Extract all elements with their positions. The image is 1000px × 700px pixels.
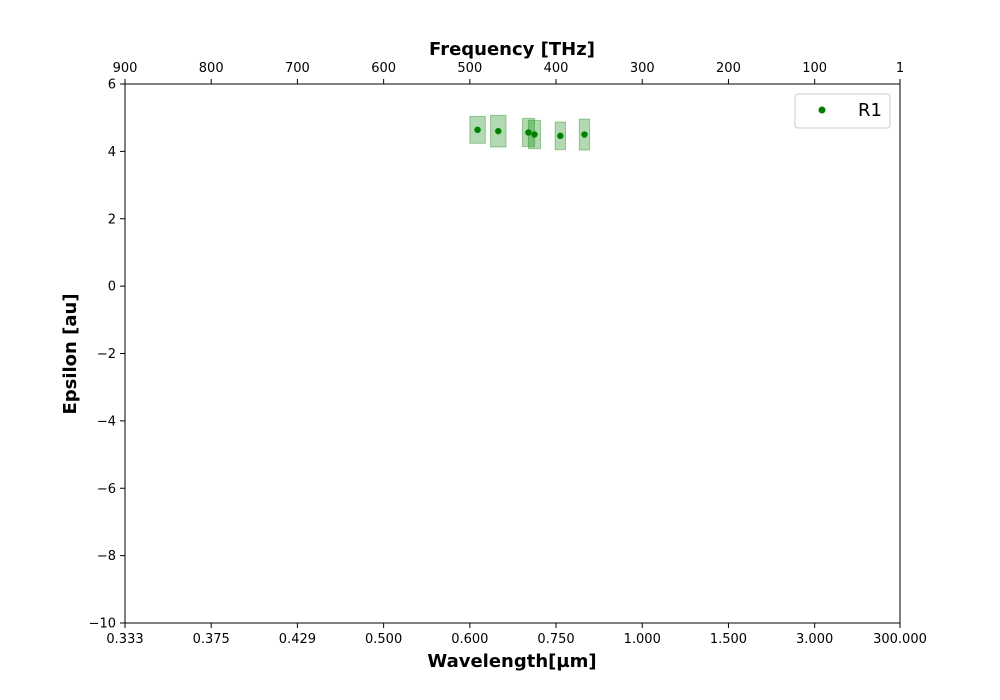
top-tick-label: 900 xyxy=(113,61,138,76)
x-tick-label: 3.000 xyxy=(796,632,833,647)
data-point xyxy=(474,126,481,134)
x-tick-label: 0.750 xyxy=(537,632,574,647)
x-tick-label: 0.429 xyxy=(279,632,316,647)
legend-label-r1: R1 xyxy=(858,100,882,121)
y-tick-label: −4 xyxy=(97,414,116,429)
top-tick-label: 1 xyxy=(896,61,904,76)
y-tick-label: 4 xyxy=(108,145,116,160)
data-point xyxy=(495,127,502,135)
y-tick-label: −2 xyxy=(97,347,116,362)
x-tick-label: 0.375 xyxy=(193,632,230,647)
x-axis-top: 900 800 700 600 500 400 300 200 100 1 xyxy=(113,61,904,84)
x-tick-label: 1.000 xyxy=(624,632,661,647)
top-tick-label: 200 xyxy=(716,61,741,76)
data-point xyxy=(525,129,532,136)
x-axis-bottom: 0.333 0.375 0.429 0.500 0.600 0.750 1.000 1.500… xyxy=(106,623,927,647)
data-point xyxy=(557,132,564,140)
top-tick-label: 600 xyxy=(371,61,396,76)
y-axis-title: Epsilon [au] xyxy=(60,293,81,414)
y-tick-label: 6 xyxy=(108,78,116,93)
x-tick-label: 0.333 xyxy=(106,632,143,647)
legend-marker-r1 xyxy=(818,106,826,114)
data-points xyxy=(474,126,588,140)
data-point xyxy=(531,131,538,138)
top-tick-label: 100 xyxy=(802,61,827,76)
top-axis-title: Frequency [THz] xyxy=(429,39,595,60)
legend-box xyxy=(794,93,891,129)
y-tick-label: 2 xyxy=(108,212,116,227)
y-axis: −10 −8 −6 −4 −2 0 2 4 6 xyxy=(89,78,125,632)
top-tick-label: 400 xyxy=(544,61,569,76)
y-tick-label: −8 xyxy=(97,549,116,564)
top-tick-label: 300 xyxy=(630,61,655,76)
x-tick-label: 300.000 xyxy=(873,632,927,647)
y-tick-label: −10 xyxy=(89,617,116,632)
x-tick-label: 1.500 xyxy=(710,632,747,647)
x-axis-title: Wavelength[µm] xyxy=(427,651,596,672)
x-tick-label: 0.500 xyxy=(365,632,402,647)
top-tick-label: 800 xyxy=(199,61,224,76)
data-point xyxy=(581,131,588,138)
top-tick-label: 700 xyxy=(285,61,310,76)
x-tick-label: 0.600 xyxy=(451,632,488,647)
top-tick-label: 500 xyxy=(457,61,482,76)
y-tick-label: −6 xyxy=(97,482,116,497)
legend: R1 xyxy=(794,93,891,129)
y-tick-label: 0 xyxy=(108,280,116,295)
